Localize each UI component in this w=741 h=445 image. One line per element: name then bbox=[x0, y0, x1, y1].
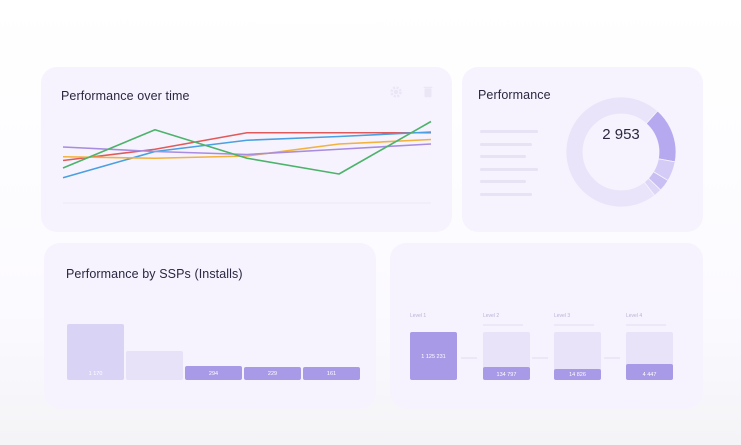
legend-row bbox=[480, 155, 526, 158]
ssp-bar-value: 161 bbox=[326, 371, 337, 377]
donut-slice-1 bbox=[565, 96, 659, 208]
legend-row bbox=[480, 142, 532, 146]
funnel-stage-box: 134 797 bbox=[483, 332, 530, 380]
performance-by-ssps-card: Performance by SSPs (Installs) 1 170 294 2… bbox=[44, 243, 376, 409]
funnel-stage-fill bbox=[626, 363, 673, 380]
card-title: Performance by SSPs (Installs) bbox=[66, 267, 243, 281]
funnel-stage-fill bbox=[554, 369, 601, 380]
funnel-stage-value: 4 447 bbox=[642, 372, 657, 378]
card-title: Performance bbox=[478, 88, 551, 102]
funnel-stage-box: 14 826 bbox=[554, 332, 601, 380]
funnel-stage-box: 4 447 bbox=[626, 332, 673, 380]
funnel-stage-value: 14 826 bbox=[569, 372, 586, 378]
card-title: Performance over time bbox=[61, 89, 190, 103]
series-line-3 bbox=[62, 138, 432, 160]
funnel-stage-label: Level 1 bbox=[410, 313, 427, 319]
series-line-4 bbox=[62, 143, 432, 156]
funnel-stage-subline bbox=[626, 324, 666, 326]
legend-row bbox=[480, 192, 532, 196]
funnel-stage-label: Level 3 bbox=[554, 313, 571, 319]
performance-card: Performance 2 953 bbox=[462, 67, 703, 232]
legend-row bbox=[480, 167, 538, 171]
funnel-card: Level 1 1 125 231 Level 2 134 797 Level 3 14 … bbox=[390, 243, 703, 409]
funnel-stage-fill bbox=[483, 367, 530, 380]
funnel-stage-box: 1 125 231 bbox=[410, 332, 457, 380]
donut-chart bbox=[565, 96, 677, 208]
donut-total-value: 2 953 bbox=[602, 126, 640, 143]
ssp-bar-value: 1 170 bbox=[88, 371, 103, 377]
funnel-stage-label: Level 2 bbox=[483, 313, 500, 319]
funnel-stage-fill bbox=[410, 332, 457, 380]
ssp-bar bbox=[126, 351, 183, 380]
ssp-bar: 1 170 bbox=[67, 324, 124, 380]
funnel-stage-value: 134 797 bbox=[496, 372, 517, 378]
performance-over-time-card: Performance over time bbox=[41, 67, 452, 232]
line-chart bbox=[62, 120, 432, 204]
ssp-bar: 229 bbox=[244, 367, 301, 380]
funnel-connector bbox=[532, 357, 548, 359]
ssp-bar-value: 294 bbox=[208, 370, 219, 377]
donut-slice-5 bbox=[643, 177, 662, 197]
trash-icon[interactable] bbox=[421, 85, 435, 99]
ssp-bar: 294 bbox=[185, 365, 242, 380]
series-line-2 bbox=[62, 131, 432, 179]
funnel-connector bbox=[461, 357, 477, 359]
funnel-connector bbox=[604, 357, 620, 359]
legend-row bbox=[480, 130, 538, 133]
series-line-1 bbox=[62, 131, 431, 162]
ssp-bar: 161 bbox=[303, 367, 360, 380]
funnel-stage-subline bbox=[554, 324, 594, 326]
ssp-bar-value: 229 bbox=[267, 371, 278, 377]
funnel-stage-label: Level 4 bbox=[626, 313, 643, 319]
series-line-5 bbox=[62, 120, 432, 175]
funnel-stage-value: 1 125 231 bbox=[421, 354, 446, 360]
gear-icon[interactable] bbox=[389, 85, 403, 99]
legend-row bbox=[480, 180, 526, 183]
funnel-stage-subline bbox=[483, 324, 523, 326]
